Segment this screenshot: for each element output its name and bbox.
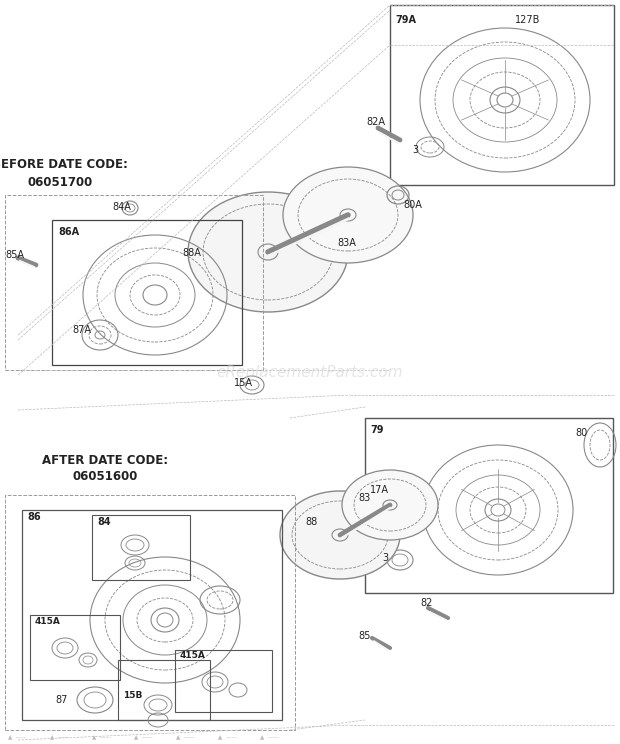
Text: 83: 83: [358, 493, 370, 503]
Text: 87: 87: [55, 695, 68, 705]
Text: 06051600: 06051600: [73, 470, 138, 484]
Text: 3: 3: [382, 553, 388, 563]
Ellipse shape: [188, 192, 348, 312]
Text: 80: 80: [575, 428, 587, 438]
Ellipse shape: [280, 491, 400, 579]
Text: 15A: 15A: [234, 378, 253, 388]
Bar: [365, 418, 613, 593]
Text: ▲  ——: ▲ ——: [92, 736, 111, 740]
Text: 85A: 85A: [5, 250, 24, 260]
Text: eReplacementParts.com: eReplacementParts.com: [216, 365, 404, 379]
Text: 86A: 86A: [58, 227, 79, 237]
Text: 84: 84: [97, 517, 110, 527]
Text: 415A: 415A: [35, 618, 61, 626]
Text: 80A: 80A: [403, 200, 422, 210]
Text: 79A: 79A: [395, 15, 416, 25]
Text: 127B: 127B: [515, 15, 541, 25]
Bar: [30, 615, 120, 680]
Text: 84A: 84A: [112, 202, 131, 212]
Text: BEFORE DATE CODE:: BEFORE DATE CODE:: [0, 158, 128, 172]
Text: 415A: 415A: [180, 650, 206, 659]
Text: 86: 86: [27, 512, 41, 522]
Bar: [5, 195, 263, 370]
Bar: [92, 515, 190, 580]
Text: 17A: 17A: [370, 485, 389, 495]
Text: 87A: 87A: [72, 325, 91, 335]
Text: 3: 3: [412, 145, 418, 155]
Text: ▲  ——: ▲ ——: [218, 736, 237, 740]
Text: 06051700: 06051700: [27, 176, 92, 188]
Text: ▲  ——: ▲ ——: [260, 736, 279, 740]
Text: 79: 79: [370, 425, 384, 435]
Ellipse shape: [342, 470, 438, 540]
Bar: [390, 5, 614, 185]
Text: ▲  ——: ▲ ——: [50, 736, 69, 740]
Text: AFTER DATE CODE:: AFTER DATE CODE:: [42, 454, 168, 466]
Bar: [22, 510, 282, 720]
Bar: [52, 220, 242, 365]
Bar: [175, 650, 272, 712]
Ellipse shape: [283, 167, 413, 263]
Text: ▲  ——: ▲ ——: [176, 736, 195, 740]
Bar: [5, 495, 295, 730]
Text: ▲  ——: ▲ ——: [8, 736, 27, 740]
Text: 88A: 88A: [182, 248, 201, 258]
Text: 83A: 83A: [337, 238, 356, 248]
Text: 88: 88: [305, 517, 317, 527]
Text: 82A: 82A: [366, 117, 385, 127]
Text: 85: 85: [358, 631, 370, 641]
Text: ▲  ——: ▲ ——: [134, 736, 153, 740]
Bar: [118, 660, 210, 720]
Text: 15B: 15B: [123, 690, 143, 699]
Text: 82: 82: [420, 598, 432, 608]
